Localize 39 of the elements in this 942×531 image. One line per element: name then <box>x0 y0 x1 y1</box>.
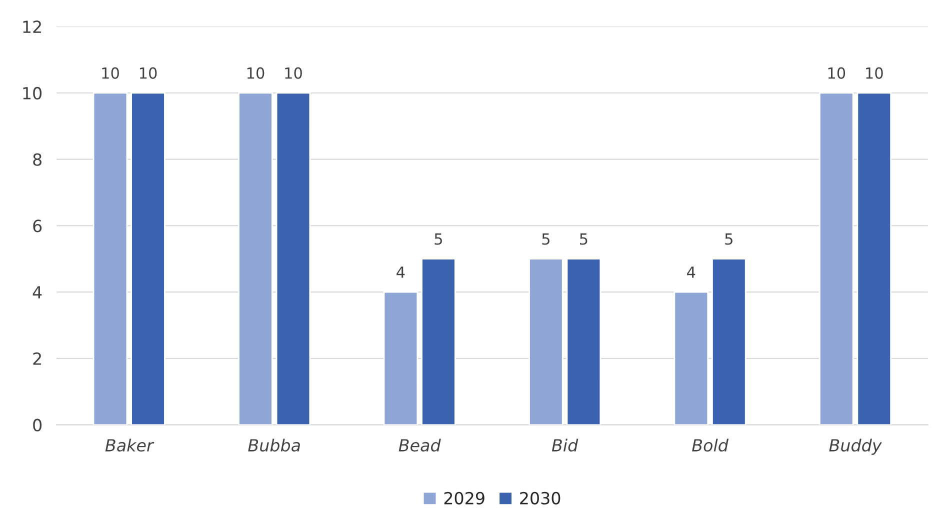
x-tick-label: Bid <box>552 438 578 452</box>
data-label: 5 <box>542 233 550 245</box>
data-label: 5 <box>434 233 442 245</box>
x-tick-label: Bead <box>398 438 441 452</box>
bar <box>421 258 456 425</box>
data-label: 4 <box>687 266 696 278</box>
bar <box>383 291 418 425</box>
data-label: 5 <box>580 233 588 245</box>
legend-label: 2029 <box>444 492 484 504</box>
legend-label: 2030 <box>520 492 560 504</box>
bar <box>674 291 709 425</box>
bar <box>856 92 892 425</box>
y-tick-label: 8 <box>33 153 42 166</box>
data-label: 4 <box>396 266 405 278</box>
y-tick-label: 0 <box>33 418 42 432</box>
bar <box>712 258 746 425</box>
bar <box>238 92 273 425</box>
data-label: 10 <box>102 67 119 79</box>
data-label: 10 <box>247 67 264 79</box>
x-tick-label: Bold <box>692 438 729 452</box>
data-label: 10 <box>285 67 302 79</box>
y-tick-label: 2 <box>33 352 41 365</box>
data-label: 5 <box>725 233 732 245</box>
data-label: 10 <box>828 67 846 79</box>
x-tick-label: Baker <box>105 438 154 452</box>
bar <box>92 92 128 425</box>
x-tick-label: Buddy <box>829 438 882 455</box>
data-label: 10 <box>140 67 157 79</box>
x-tick-label: Bubba <box>248 438 300 452</box>
y-tick-label: 12 <box>23 20 41 33</box>
y-tick-label: 6 <box>33 220 42 232</box>
bar <box>818 92 854 425</box>
y-tick-label: 10 <box>23 86 42 100</box>
y-tick-label: 4 <box>32 286 42 298</box>
bar <box>528 258 564 425</box>
data-label: 10 <box>866 67 883 79</box>
bar <box>130 92 166 425</box>
bar <box>276 92 311 425</box>
bar <box>566 258 602 425</box>
